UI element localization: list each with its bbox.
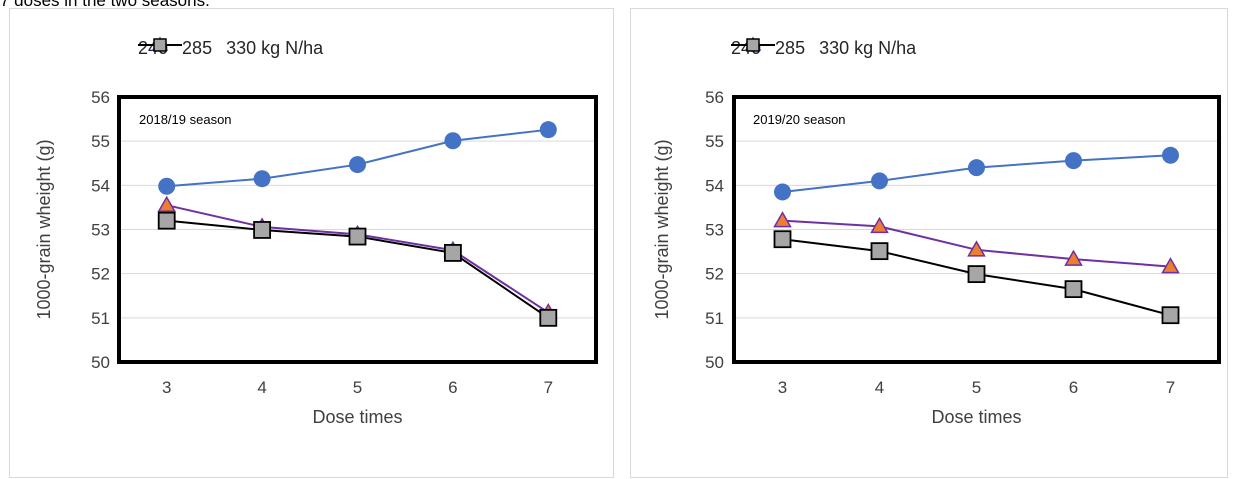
data-point-circle bbox=[254, 170, 271, 187]
data-point-square bbox=[1066, 281, 1082, 297]
data-point-square bbox=[969, 266, 985, 282]
data-point-square bbox=[540, 310, 556, 326]
chart-panel-2019-20: 240 285 330 kg N/ha 50 51 52 53 54 55 56 3 4 5 6 7 2… bbox=[630, 8, 1228, 478]
data-point-triangle bbox=[775, 213, 791, 227]
data-point-square bbox=[872, 243, 888, 259]
y-tick-label: 56 bbox=[705, 88, 724, 107]
data-point-circle bbox=[774, 183, 791, 200]
y-tick-label: 52 bbox=[705, 265, 724, 284]
y-axis-title: 1000-grain wheight (g) bbox=[34, 139, 54, 319]
y-tick-label: 54 bbox=[91, 176, 110, 195]
season-annotation: 2018/19 season bbox=[139, 112, 232, 127]
y-tick-label: 54 bbox=[705, 176, 724, 195]
x-tick-label: 6 bbox=[448, 378, 457, 397]
y-tick-label: 51 bbox=[705, 309, 724, 328]
x-tick-label: 3 bbox=[778, 378, 787, 397]
data-point-circle bbox=[158, 178, 175, 195]
y-tick-label: 50 bbox=[705, 353, 724, 372]
data-point-circle bbox=[871, 172, 888, 189]
x-tick-label: 7 bbox=[544, 378, 553, 397]
data-point-square bbox=[775, 231, 791, 247]
x-axis-title: Dose times bbox=[312, 407, 402, 427]
data-point-square bbox=[159, 213, 175, 229]
x-tick-label: 6 bbox=[1069, 378, 1078, 397]
y-axis-title: 1000-grain wheight (g) bbox=[652, 139, 672, 319]
data-point-square bbox=[350, 229, 366, 245]
data-point-square bbox=[254, 222, 270, 238]
y-tick-label: 55 bbox=[705, 132, 724, 151]
x-axis-title: Dose times bbox=[931, 407, 1021, 427]
x-tick-label: 5 bbox=[353, 378, 362, 397]
season-annotation: 2019/20 season bbox=[753, 112, 846, 127]
data-point-circle bbox=[444, 132, 461, 149]
data-point-square bbox=[445, 245, 461, 261]
chart-panel-2018-19: 240 285 330 kg N/ha 50 51 52 53 54 55 56 3 4 5 6 7 2… bbox=[9, 8, 614, 478]
x-tick-label: 4 bbox=[257, 378, 266, 397]
y-tick-label: 53 bbox=[91, 221, 110, 240]
y-tick-label: 51 bbox=[91, 309, 110, 328]
x-tick-label: 4 bbox=[875, 378, 884, 397]
y-tick-label: 53 bbox=[705, 221, 724, 240]
y-tick-label: 52 bbox=[91, 265, 110, 284]
data-point-circle bbox=[540, 121, 557, 138]
data-point-circle bbox=[1162, 147, 1179, 164]
series-line-triangle bbox=[167, 205, 549, 312]
y-tick-label: 56 bbox=[91, 88, 110, 107]
data-point-circle bbox=[968, 159, 985, 176]
data-point-circle bbox=[349, 156, 366, 173]
y-tick-label: 50 bbox=[91, 353, 110, 372]
data-point-triangle bbox=[159, 197, 175, 211]
x-tick-label: 5 bbox=[972, 378, 981, 397]
data-point-circle bbox=[1065, 152, 1082, 169]
y-tick-label: 55 bbox=[91, 132, 110, 151]
x-tick-label: 3 bbox=[162, 378, 171, 397]
x-tick-label: 7 bbox=[1166, 378, 1175, 397]
data-point-square bbox=[1163, 307, 1179, 323]
